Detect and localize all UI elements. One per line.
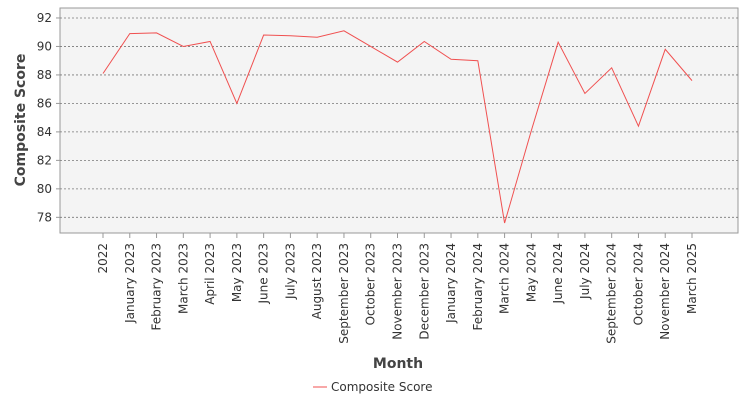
x-axis-title: Month [373,356,423,372]
x-tick-label: August 2023 [310,243,324,319]
x-tick-label: May 2023 [230,243,244,302]
x-tick-label: May 2024 [524,243,538,302]
y-tick-label: 90 [37,39,52,53]
x-tick-label: March 2023 [176,243,190,314]
x-tick-label: March 2024 [498,243,512,314]
x-tick-label: October 2023 [364,243,378,325]
y-tick-label: 84 [37,125,52,139]
x-tick-label: December 2023 [417,243,431,340]
x-tick-label: July 2024 [578,243,592,300]
y-tick-label: 78 [37,210,52,224]
y-tick-label: 86 [37,96,52,110]
x-tick-label: February 2024 [471,243,485,331]
x-tick-label: March 2025 [685,243,699,314]
x-tick-label: July 2023 [283,243,297,300]
x-tick-label: October 2024 [631,243,645,325]
x-tick-label: April 2023 [203,243,217,305]
plot-area [59,7,739,234]
data-line [102,30,693,224]
x-tick-label: 2022 [96,243,110,274]
x-tick-label: January 2024 [444,243,458,324]
x-tick-label: November 2023 [391,243,405,340]
y-tick-label: 82 [37,153,52,167]
x-tick-label: September 2024 [605,243,619,344]
x-tick-label: January 2023 [123,243,137,324]
y-tick-label: 80 [37,182,52,196]
x-tick-label: June 2024 [551,243,565,305]
x-tick-label: February 2023 [150,243,164,331]
x-tick-label: November 2024 [658,243,672,340]
legend-label: Composite Score [331,380,432,394]
x-tick-label: June 2023 [257,243,271,305]
x-tick-label: September 2023 [337,243,351,344]
y-axis-title: Composite Score [13,54,29,187]
y-tick-label: 88 [37,68,52,82]
y-tick-label: 92 [37,11,52,25]
